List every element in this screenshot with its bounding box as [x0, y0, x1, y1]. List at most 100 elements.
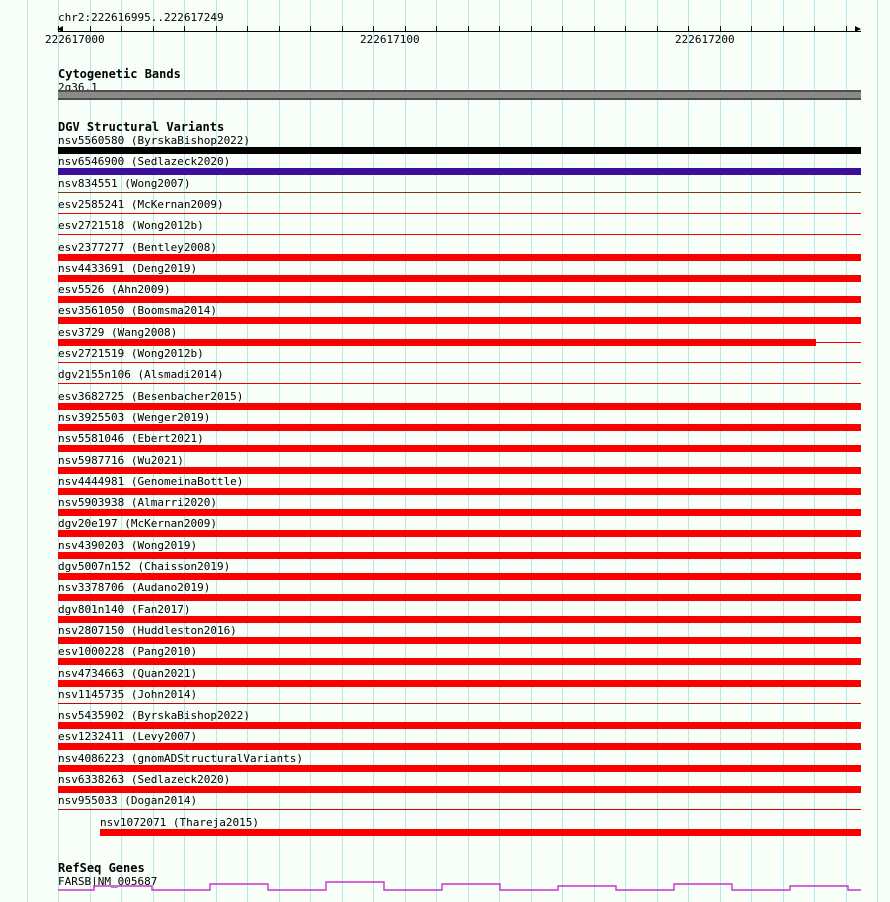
dgv-feature-bar[interactable]: [58, 573, 861, 580]
dgv-feature-label: esv2585241 (McKernan2009): [58, 198, 224, 211]
dgv-feature-label: esv3729 (Wang2008): [58, 326, 178, 339]
dgv-feature-bar[interactable]: [58, 275, 861, 282]
ruler-tick: [247, 26, 248, 32]
ruler-tick: [846, 26, 847, 32]
dgv-feature-bar[interactable]: [58, 192, 861, 193]
dgv-feature-label: nsv3378706 (Audano2019): [58, 581, 211, 594]
dgv-feature-bar[interactable]: [58, 594, 861, 601]
dgv-feature-label: nsv1072071 (Thareja2015): [100, 816, 259, 829]
ruler-tick: [531, 26, 532, 32]
dgv-feature-bar[interactable]: [58, 509, 861, 516]
ruler-tick: [751, 26, 752, 32]
track-title-refseq-genes: RefSeq Genes: [58, 861, 145, 875]
dgv-feature-label: esv2721519 (Wong2012b): [58, 347, 204, 360]
ruler-tick: [373, 26, 374, 32]
dgv-feature-label: dgv5007n152 (Chaisson2019): [58, 560, 231, 573]
dgv-feature-bar[interactable]: [58, 254, 861, 261]
ruler-tick: [468, 26, 469, 32]
dgv-feature-bar[interactable]: [58, 703, 861, 704]
dgv-feature-label: nsv4433691 (Deng2019): [58, 262, 198, 275]
track-title-dgv-structural-variants: DGV Structural Variants: [58, 120, 225, 134]
dgv-feature-bar[interactable]: [58, 296, 861, 303]
dgv-feature-label: esv3682725 (Besenbacher2015): [58, 390, 244, 403]
dgv-feature-bar[interactable]: [58, 530, 861, 537]
ruler-arrow-right-icon: [855, 26, 861, 32]
ruler-tick: [594, 26, 595, 32]
dgv-feature-bar[interactable]: [58, 680, 861, 687]
ruler-tick-label: 222617000: [45, 33, 105, 46]
dgv-feature-label: nsv4390203 (Wong2019): [58, 539, 198, 552]
dgv-feature-label: dgv20e197 (McKernan2009): [58, 517, 217, 530]
ruler-tick: [184, 26, 185, 32]
ruler-tick: [436, 26, 437, 32]
ruler-tick: [720, 26, 721, 32]
dgv-feature-label: nsv4734663 (Quan2021): [58, 667, 198, 680]
dgv-feature-bar[interactable]: [58, 467, 861, 474]
ruler-tick: [90, 26, 91, 32]
ruler-arrow-left-icon: [57, 26, 63, 32]
ruler-tick: [499, 26, 500, 32]
dgv-feature-bar[interactable]: [100, 829, 861, 836]
gridline: [27, 0, 28, 902]
dgv-feature-bar[interactable]: [58, 147, 861, 154]
dgv-feature-label: nsv834551 (Wong2007): [58, 177, 191, 190]
dgv-feature-bar[interactable]: [58, 616, 861, 623]
dgv-feature-label: nsv5987716 (Wu2021): [58, 454, 184, 467]
ruler-axis-line: [58, 31, 861, 32]
dgv-feature-label: nsv5581046 (Ebert2021): [58, 432, 204, 445]
dgv-feature-bar[interactable]: [58, 637, 861, 644]
ruler-tick: [216, 26, 217, 32]
dgv-feature-label: nsv4086223 (gnomADStructuralVariants): [58, 752, 304, 765]
dgv-feature-bar-tail[interactable]: [816, 342, 861, 343]
dgv-feature-label: nsv3925503 (Wenger2019): [58, 411, 211, 424]
dgv-feature-label: nsv6546900 (Sedlazeck2020): [58, 155, 231, 168]
dgv-feature-label: esv1232411 (Levy2007): [58, 730, 198, 743]
dgv-feature-bar[interactable]: [58, 168, 861, 175]
ruler-tick: [121, 26, 122, 32]
dgv-feature-label: esv3561050 (Boomsma2014): [58, 304, 217, 317]
dgv-feature-bar[interactable]: [58, 765, 861, 772]
ruler-tick: [814, 26, 815, 32]
dgv-feature-bar[interactable]: [58, 809, 861, 810]
dgv-feature-bar[interactable]: [58, 317, 861, 324]
dgv-feature-bar[interactable]: [58, 234, 861, 235]
dgv-feature-bar[interactable]: [58, 658, 861, 665]
ruler-tick: [625, 26, 626, 32]
dgv-feature-bar[interactable]: [58, 743, 861, 750]
dgv-feature-label: nsv5435902 (ByrskaBishop2022): [58, 709, 251, 722]
gridline: [877, 0, 878, 902]
ruler-tick: [153, 26, 154, 32]
dgv-feature-bar[interactable]: [58, 722, 861, 729]
dgv-feature-bar[interactable]: [58, 424, 861, 431]
dgv-feature-label: nsv955033 (Dogan2014): [58, 794, 198, 807]
dgv-feature-bar[interactable]: [58, 552, 861, 559]
dgv-feature-bar[interactable]: [58, 213, 861, 214]
dgv-feature-label: nsv5903938 (Almarri2020): [58, 496, 217, 509]
ruler-tick: [279, 26, 280, 32]
dgv-feature-bar[interactable]: [58, 362, 861, 363]
dgv-feature-label: nsv1145735 (John2014): [58, 688, 198, 701]
cytoband-bar[interactable]: [58, 90, 861, 100]
ruler-tick: [405, 26, 406, 32]
ruler-tick: [657, 26, 658, 32]
dgv-feature-bar[interactable]: [58, 383, 861, 384]
ruler-tick: [562, 26, 563, 32]
ruler-tick: [688, 26, 689, 32]
dgv-feature-bar[interactable]: [58, 445, 861, 452]
track-title-cytogenetic-bands: Cytogenetic Bands: [58, 67, 181, 81]
dgv-feature-label: esv2377277 (Bentley2008): [58, 241, 217, 254]
refseq-transcript-line[interactable]: [0, 880, 890, 902]
dgv-feature-bar[interactable]: [58, 403, 861, 410]
dgv-feature-bar[interactable]: [58, 339, 816, 346]
dgv-feature-bar[interactable]: [58, 786, 861, 793]
dgv-feature-bar[interactable]: [58, 488, 861, 495]
ruler-tick: [310, 26, 311, 32]
dgv-feature-label: dgv2155n106 (Alsmadi2014): [58, 368, 224, 381]
dgv-feature-label: nsv5560580 (ByrskaBishop2022): [58, 134, 251, 147]
dgv-feature-label: esv2721518 (Wong2012b): [58, 219, 204, 232]
dgv-feature-label: nsv6338263 (Sedlazeck2020): [58, 773, 231, 786]
ruler-tick-label: 222617100: [360, 33, 420, 46]
locus-label: chr2:222616995..222617249: [58, 11, 224, 24]
ruler-tick: [783, 26, 784, 32]
